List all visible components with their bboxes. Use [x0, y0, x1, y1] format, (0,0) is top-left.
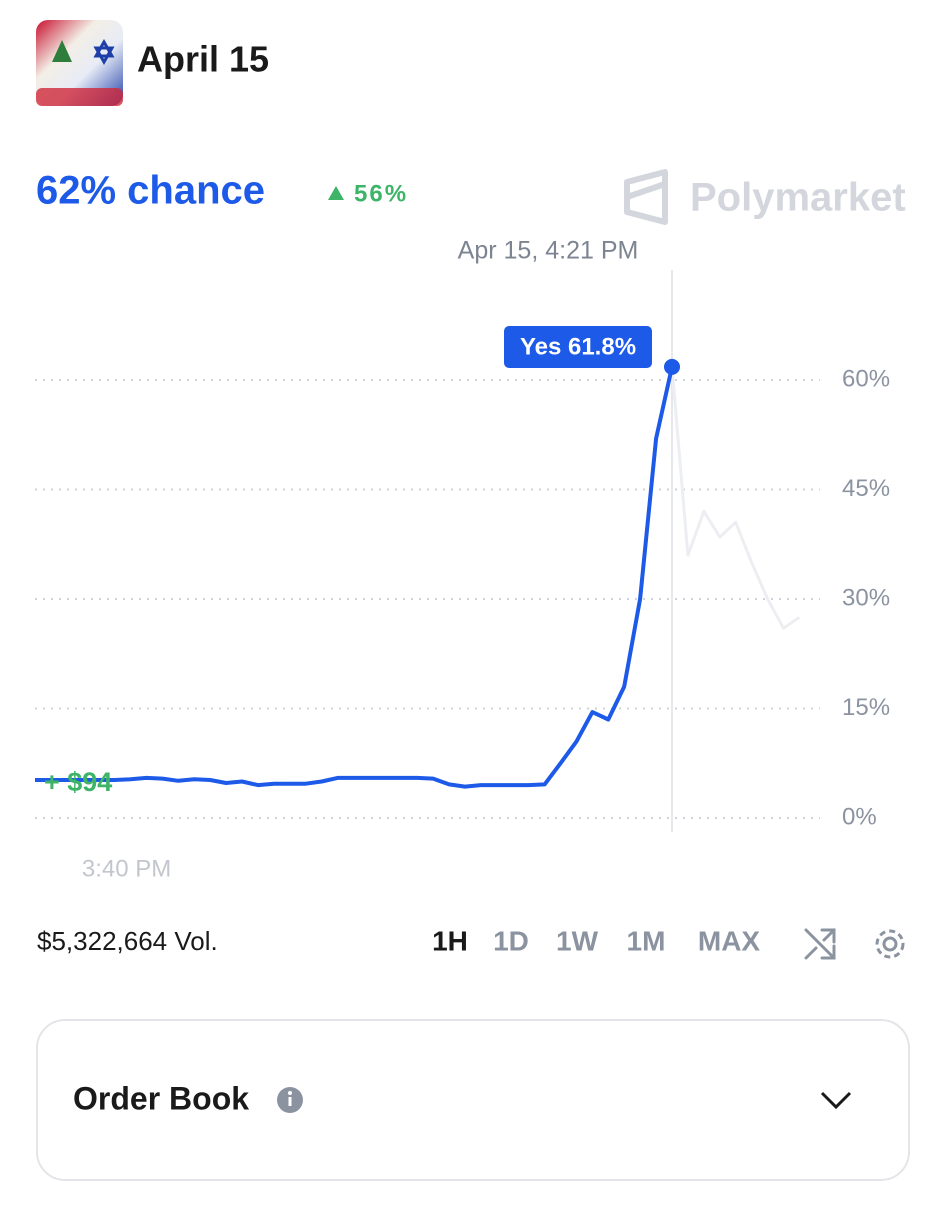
shuffle-icon[interactable]: [804, 928, 836, 960]
range-button[interactable]: MAX: [698, 925, 761, 956]
y-tick-label: 30%: [842, 584, 890, 611]
change: 56%: [354, 180, 408, 207]
info-icon[interactable]: [277, 1087, 303, 1113]
order-book-card[interactable]: [36, 1019, 910, 1181]
brand-logo: [624, 169, 668, 225]
range-button[interactable]: 1M: [627, 925, 666, 956]
range-buttons: 1H 1D 1W 1M MAX: [432, 925, 760, 956]
y-tick-label: 45%: [842, 475, 890, 502]
market-icon: [36, 20, 123, 106]
annotation: + $94: [44, 767, 112, 797]
x-tick-label: 3:40 PM: [82, 855, 171, 882]
order-book-title: Order Book: [73, 1080, 249, 1116]
chevron[interactable]: [820, 1091, 852, 1110]
hover-date: Apr 15, 4:21 PM: [458, 237, 639, 265]
market-title: April 15: [137, 39, 269, 80]
y-tick-label: 0%: [842, 803, 877, 830]
chance: 62% chance: [36, 169, 265, 213]
y-tick-label: 60%: [842, 365, 890, 392]
up-arrow: [328, 186, 344, 200]
range-button[interactable]: 1H: [432, 925, 468, 956]
brand: Polymarket: [690, 176, 906, 220]
y-tick-label: 15%: [842, 694, 890, 721]
volume: $5,322,664 Vol.: [37, 926, 218, 956]
chart: 0% 15% 30% 45% 60% 3:40 PM Yes 61.8% + $94: [35, 270, 890, 882]
range-button[interactable]: 1W: [556, 925, 599, 956]
series-line: [670, 366, 801, 630]
range-button[interactable]: 1D: [493, 925, 529, 956]
settings-icon[interactable]: [875, 929, 905, 959]
tooltip: Yes 61.8%: [520, 333, 636, 360]
tooltip-box: [504, 326, 652, 368]
hover-point: [664, 358, 680, 375]
series-line: [35, 366, 674, 789]
